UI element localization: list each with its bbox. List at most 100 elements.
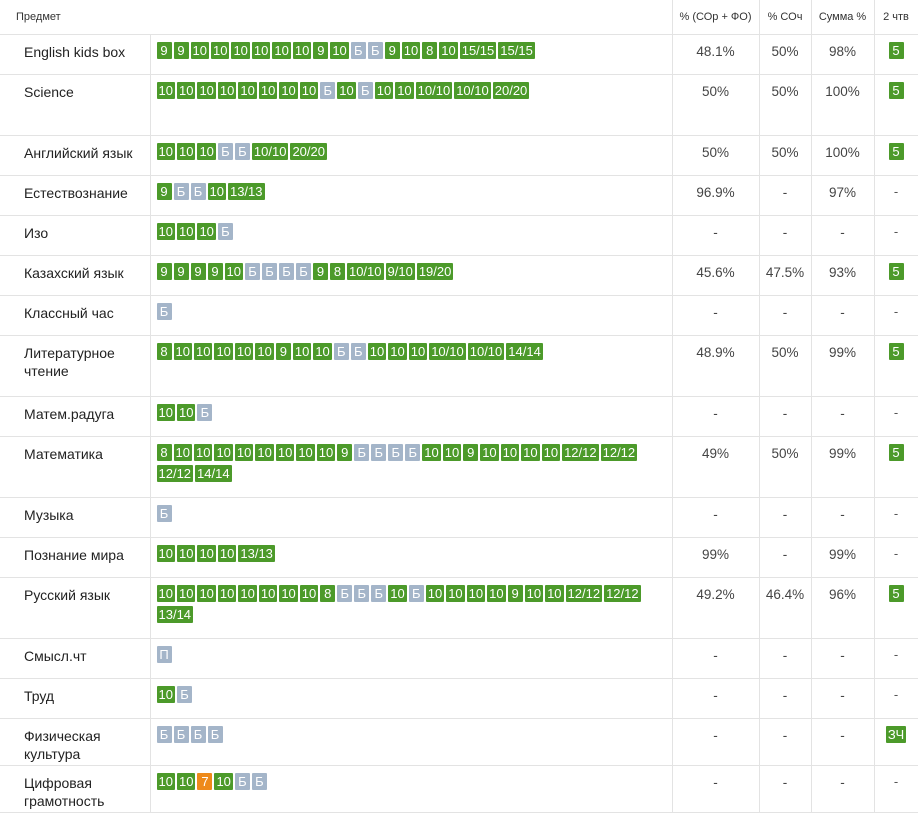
grade-mark[interactable]: 10 <box>238 82 257 99</box>
grade-mark[interactable]: 9 <box>173 263 189 280</box>
grade-mark[interactable]: 12/12 <box>600 444 638 461</box>
grade-mark[interactable]: 10 <box>197 545 216 562</box>
grade-mark[interactable]: 7 <box>197 773 213 790</box>
grade-mark[interactable]: 10 <box>422 444 441 461</box>
grade-mark[interactable]: 10 <box>425 585 445 602</box>
grade-mark[interactable]: 15/15 <box>459 42 497 59</box>
absence-mark[interactable]: Б <box>320 82 336 99</box>
grade-mark[interactable]: 10 <box>313 343 332 360</box>
grade-mark[interactable]: 10 <box>156 545 175 562</box>
grade-mark[interactable]: 10 <box>541 444 561 461</box>
grade-mark[interactable]: 10 <box>193 343 213 360</box>
grade-mark[interactable]: 12/12 <box>156 465 194 482</box>
grade-mark[interactable]: 12/12 <box>604 585 641 602</box>
grade-mark[interactable]: 9 <box>156 42 172 59</box>
grade-mark[interactable]: 10 <box>401 42 421 59</box>
grade-mark[interactable]: 10 <box>217 585 237 602</box>
grade-mark[interactable]: 8 <box>156 444 172 461</box>
grade-mark[interactable]: 10 <box>395 82 414 99</box>
absence-mark[interactable]: Б <box>251 773 267 790</box>
grade-mark[interactable]: 10 <box>388 585 407 602</box>
grade-mark[interactable]: 10 <box>500 444 520 461</box>
grade-mark[interactable]: 10 <box>156 773 175 790</box>
grade-mark[interactable]: 10 <box>480 444 499 461</box>
quarter-grade-badge[interactable]: 5 <box>888 82 904 99</box>
grade-mark[interactable]: 9 <box>190 263 206 280</box>
grade-mark[interactable]: 10/10 <box>415 82 453 99</box>
absence-mark[interactable]: Б <box>197 404 213 421</box>
grade-mark[interactable]: 8 <box>422 42 438 59</box>
grade-mark[interactable]: 8 <box>329 263 345 280</box>
grade-mark[interactable]: 10 <box>176 773 196 790</box>
grade-mark[interactable]: 10 <box>190 42 209 59</box>
grade-mark[interactable]: 10 <box>176 404 196 421</box>
grade-mark[interactable]: 9 <box>275 343 291 360</box>
absence-mark[interactable]: Б <box>337 585 353 602</box>
absence-mark[interactable]: Б <box>350 42 366 59</box>
grade-mark[interactable]: 8 <box>156 343 172 360</box>
grade-mark[interactable]: 10 <box>296 444 315 461</box>
absence-mark[interactable]: Б <box>371 585 387 602</box>
grade-mark[interactable]: 10 <box>156 223 175 240</box>
quarter-grade-badge[interactable]: 5 <box>888 143 904 160</box>
grade-mark[interactable]: 9 <box>207 263 223 280</box>
grade-mark[interactable]: 9 <box>337 444 353 461</box>
grade-mark[interactable]: 10 <box>292 42 312 59</box>
quarter-grade-badge[interactable]: 5 <box>888 42 904 59</box>
grade-mark[interactable]: 19/20 <box>416 263 454 280</box>
grade-mark[interactable]: 10 <box>238 585 257 602</box>
grade-mark[interactable]: 10 <box>176 545 196 562</box>
grade-mark[interactable]: 20/20 <box>290 143 327 160</box>
grade-mark[interactable]: 10 <box>214 444 233 461</box>
grade-mark[interactable]: 10/10 <box>346 263 384 280</box>
grade-mark[interactable]: 9 <box>156 183 172 200</box>
grade-mark[interactable]: 10 <box>214 343 233 360</box>
grade-mark[interactable]: 8 <box>320 585 336 602</box>
grade-mark[interactable]: 9 <box>156 263 172 280</box>
grade-mark[interactable]: 10 <box>466 585 486 602</box>
grade-mark[interactable]: 10 <box>156 404 175 421</box>
quarter-grade-badge[interactable]: ЗЧ <box>885 726 907 743</box>
grade-mark[interactable]: 13/13 <box>227 183 265 200</box>
grade-mark[interactable]: 10 <box>197 585 216 602</box>
grade-mark[interactable]: 15/15 <box>498 42 535 59</box>
absence-mark[interactable]: Б <box>190 726 206 743</box>
grade-mark[interactable]: 14/14 <box>506 343 543 360</box>
grade-mark[interactable]: 10/10 <box>467 343 505 360</box>
grade-mark[interactable]: 10 <box>446 585 465 602</box>
grade-mark[interactable]: 10 <box>388 343 407 360</box>
quarter-grade-badge[interactable]: 5 <box>888 263 904 280</box>
absence-mark[interactable]: Б <box>156 505 172 522</box>
grade-mark[interactable]: 10 <box>207 183 226 200</box>
grade-mark[interactable]: 10 <box>176 585 196 602</box>
absence-mark[interactable]: Б <box>357 82 373 99</box>
grade-mark[interactable]: 10 <box>439 42 458 59</box>
absence-mark[interactable]: Б <box>234 143 250 160</box>
grade-mark[interactable]: 10 <box>156 82 175 99</box>
grade-mark[interactable]: 10 <box>173 343 192 360</box>
grade-mark[interactable]: 10 <box>251 42 271 59</box>
grade-mark[interactable]: 9 <box>312 263 328 280</box>
grade-mark[interactable]: 20/20 <box>492 82 530 99</box>
absence-mark[interactable]: Б <box>207 726 223 743</box>
grade-mark[interactable]: 10/10 <box>454 82 491 99</box>
grade-mark[interactable]: 12/12 <box>562 444 599 461</box>
grade-mark[interactable]: 10 <box>316 444 336 461</box>
absence-mark[interactable]: Б <box>261 263 277 280</box>
grade-mark[interactable]: 9 <box>507 585 523 602</box>
grade-mark[interactable]: 10 <box>279 585 298 602</box>
absence-mark[interactable]: Б <box>217 143 233 160</box>
grade-mark[interactable]: 10 <box>367 343 387 360</box>
absence-mark[interactable]: Б <box>405 444 421 461</box>
grade-mark[interactable]: 10 <box>292 343 312 360</box>
grade-mark[interactable]: 9 <box>384 42 400 59</box>
absence-mark[interactable]: Б <box>408 585 424 602</box>
grade-mark[interactable]: 12/12 <box>565 585 603 602</box>
grade-mark[interactable]: 10 <box>299 585 319 602</box>
absence-mark[interactable]: Б <box>234 773 250 790</box>
grade-mark[interactable]: 10 <box>231 42 250 59</box>
grade-mark[interactable]: 10 <box>197 223 216 240</box>
absence-mark[interactable]: П <box>156 646 172 663</box>
grade-mark[interactable]: 10 <box>234 343 254 360</box>
absence-mark[interactable]: Б <box>173 726 189 743</box>
